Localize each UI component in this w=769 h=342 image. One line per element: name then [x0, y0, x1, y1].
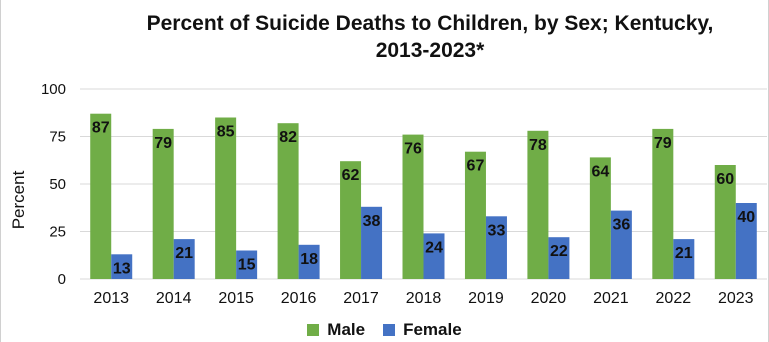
- data-label-female-2023: 40: [737, 209, 755, 226]
- data-label-male-2018: 76: [404, 141, 422, 158]
- legend-item-female: Female: [383, 320, 462, 340]
- bar-male-2016: [277, 123, 299, 279]
- y-tick-label-25: 25: [49, 224, 66, 241]
- data-label-female-2016: 18: [300, 251, 318, 268]
- data-label-male-2013: 87: [92, 120, 110, 137]
- data-label-male-2020: 78: [529, 137, 547, 154]
- y-tick-label-100: 100: [41, 81, 66, 98]
- legend-swatch-female: [383, 324, 396, 336]
- data-label-female-2015: 15: [238, 257, 256, 274]
- x-tick-label-2015: 2015: [218, 290, 254, 307]
- bar-female-2022: [673, 239, 695, 279]
- legend-label-male: Male: [327, 320, 366, 339]
- data-label-male-2016: 82: [279, 129, 297, 146]
- chart-title-line-1: Percent of Suicide Deaths to Children, b…: [146, 12, 714, 35]
- bar-male-2013: [90, 113, 112, 279]
- data-label-female-2020: 22: [550, 243, 568, 260]
- bar-male-2021: [589, 157, 611, 279]
- data-label-male-2017: 62: [342, 167, 360, 184]
- x-tick-label-2023: 2023: [718, 290, 754, 307]
- bar-male-2023: [714, 165, 736, 279]
- bar-male-2019: [464, 151, 486, 279]
- data-label-female-2019: 33: [488, 222, 506, 239]
- bar-male-2014: [152, 128, 174, 279]
- y-tick-label-50: 50: [49, 176, 66, 193]
- legend: Male Female: [0, 320, 769, 340]
- data-label-male-2023: 60: [716, 171, 734, 188]
- bar-female-2013: [111, 254, 133, 279]
- y-tick-label-0: 0: [58, 271, 66, 288]
- x-tick-label-2013: 2013: [93, 290, 129, 307]
- data-label-female-2013: 13: [113, 260, 131, 277]
- data-label-male-2021: 64: [591, 163, 609, 180]
- bar-female-2021: [610, 210, 632, 279]
- x-tick-label-2019: 2019: [468, 290, 504, 307]
- bar-female-2020: [548, 237, 570, 279]
- data-label-male-2022: 79: [654, 135, 672, 152]
- data-label-male-2019: 67: [467, 158, 485, 175]
- x-tick-label-2017: 2017: [343, 290, 379, 307]
- x-tick-label-2018: 2018: [406, 290, 442, 307]
- bar-male-2015: [215, 117, 237, 279]
- x-tick-label-2021: 2021: [593, 290, 629, 307]
- bar-female-2014: [173, 239, 195, 279]
- bar-female-2017: [361, 206, 383, 279]
- bar-male-2022: [652, 128, 674, 279]
- bar-male-2020: [527, 130, 549, 279]
- data-label-female-2022: 21: [675, 245, 693, 262]
- bar-female-2019: [485, 216, 507, 279]
- x-tick-label-2016: 2016: [281, 290, 317, 307]
- data-label-female-2017: 38: [363, 213, 381, 230]
- x-tick-label-2022: 2022: [656, 290, 692, 307]
- legend-swatch-male: [307, 324, 320, 336]
- bar-female-2016: [298, 244, 320, 279]
- bar-female-2023: [735, 203, 757, 279]
- x-tick-label-2014: 2014: [156, 290, 192, 307]
- legend-label-female: Female: [403, 320, 462, 339]
- data-label-female-2021: 36: [612, 217, 630, 234]
- x-tick-label-2020: 2020: [531, 290, 567, 307]
- data-label-male-2014: 79: [154, 135, 172, 152]
- data-label-male-2015: 85: [217, 124, 235, 141]
- bar-female-2015: [236, 250, 258, 279]
- bar-male-2017: [340, 161, 362, 279]
- data-label-female-2018: 24: [425, 239, 443, 256]
- y-tick-label-75: 75: [49, 129, 66, 146]
- bar-female-2018: [423, 233, 445, 279]
- bar-male-2018: [402, 134, 424, 279]
- chart-title-line-2: 2013-2023*: [375, 39, 485, 62]
- data-label-female-2014: 21: [175, 245, 193, 262]
- legend-item-male: Male: [307, 320, 365, 340]
